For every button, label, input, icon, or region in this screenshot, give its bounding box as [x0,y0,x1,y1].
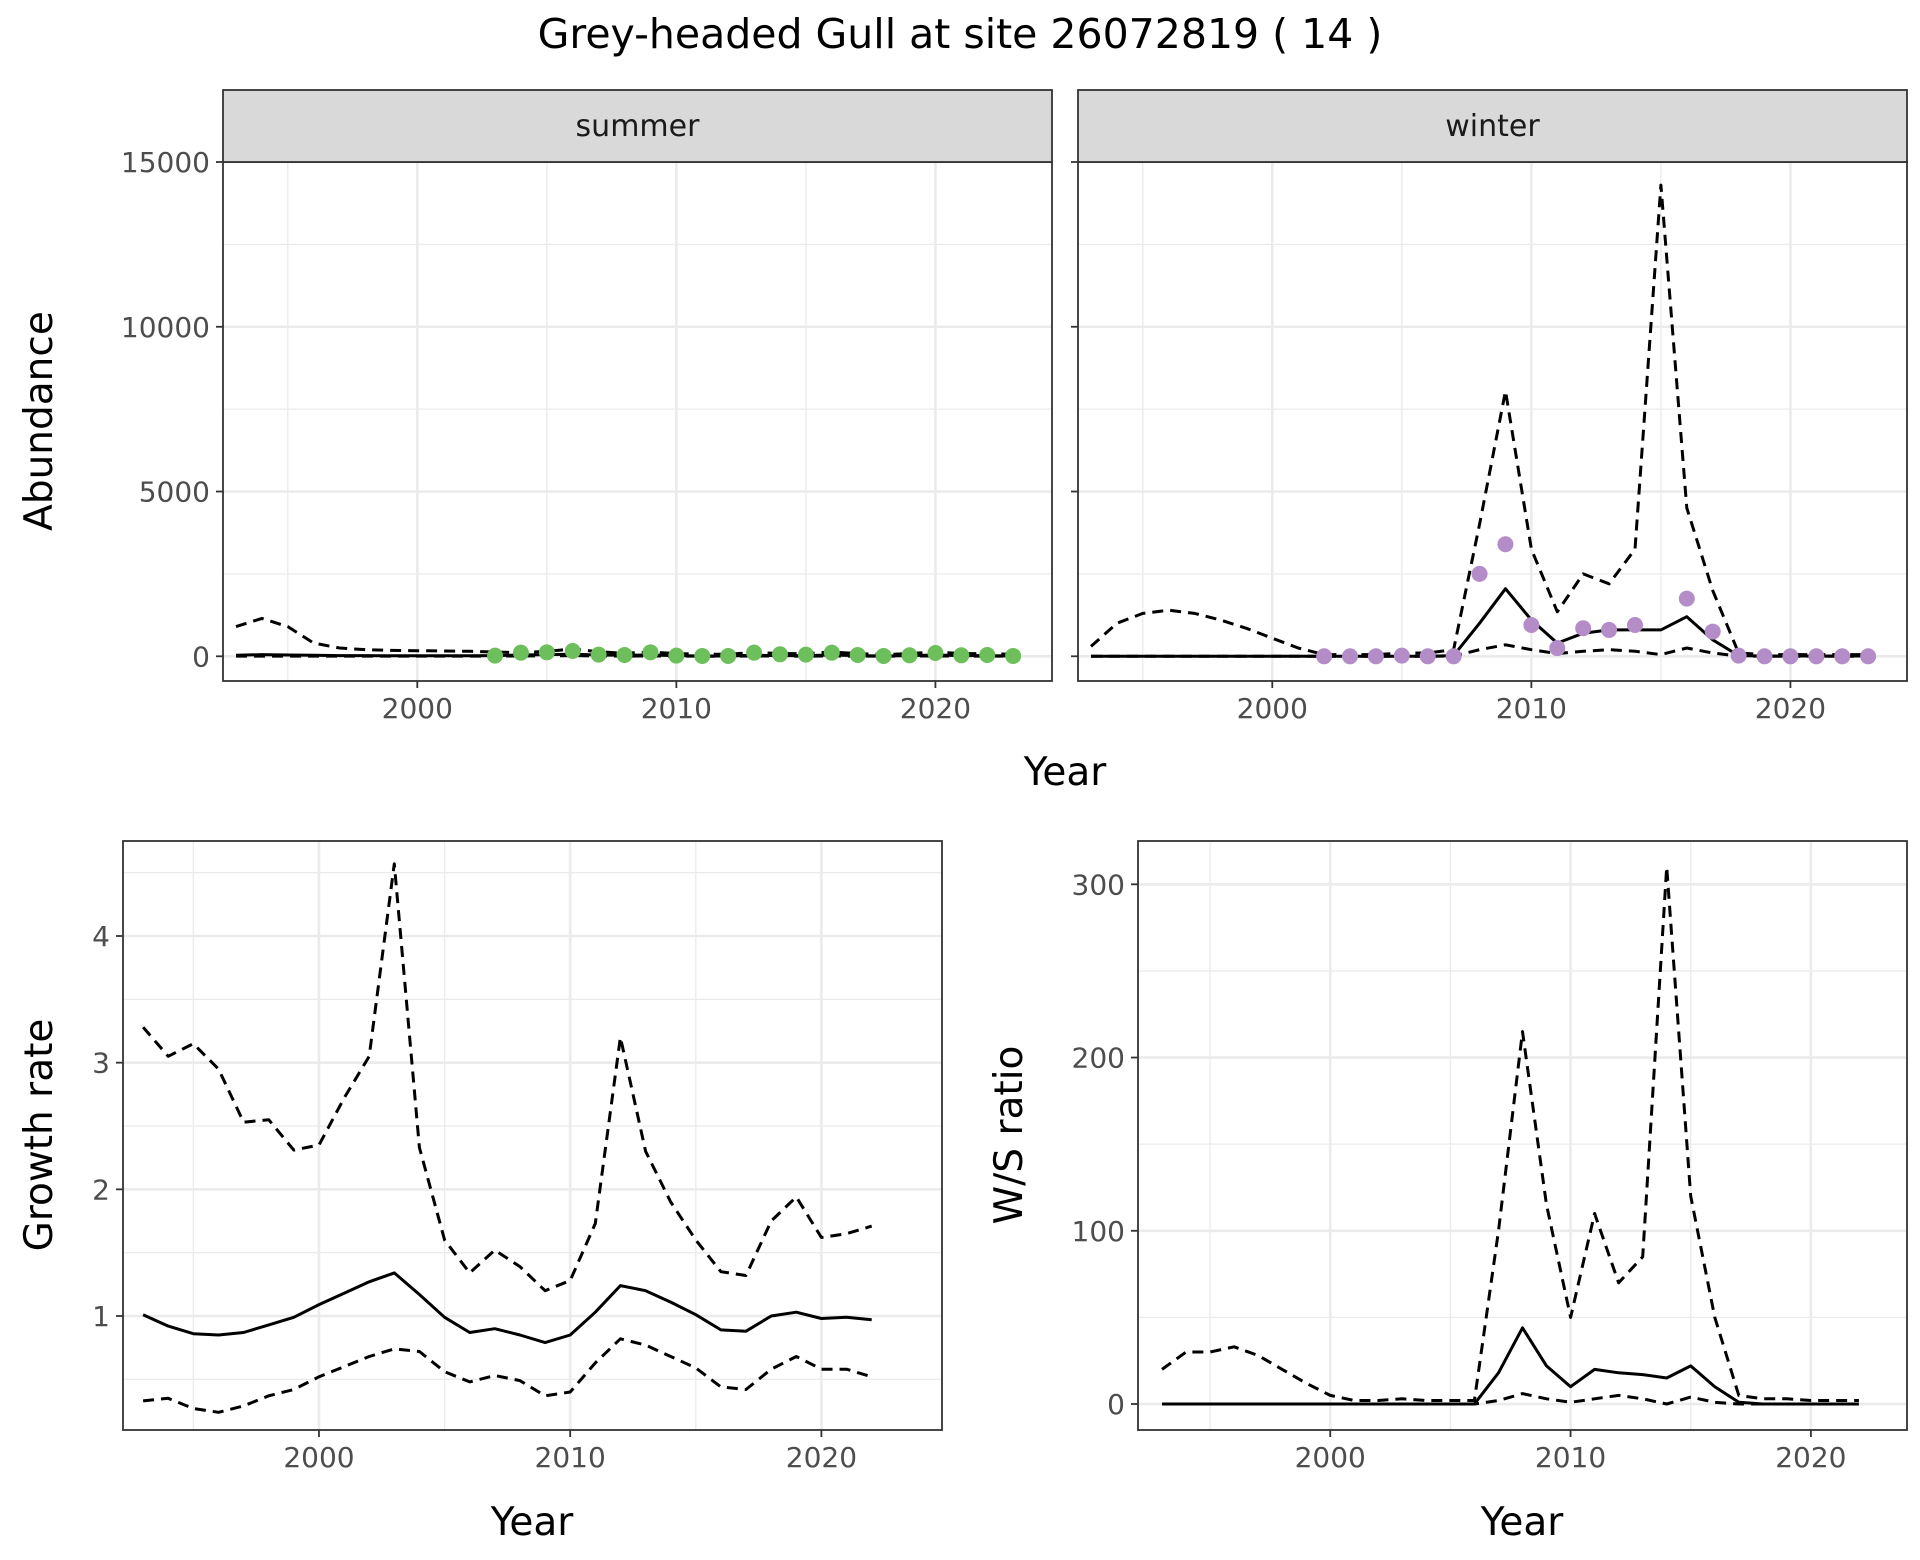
x-tick-label: 2020 [786,1441,857,1474]
y-tick-label: 0 [1107,1388,1125,1421]
x-tick-label: 2000 [283,1441,354,1474]
observation-point [1367,648,1384,665]
panel-border [1137,840,1908,1431]
y-tick-label: 200 [1072,1042,1125,1075]
x-tick-label: 2020 [900,692,971,725]
x-tick-label: 2010 [1496,692,1567,725]
x-tick-label: 2000 [1295,1441,1366,1474]
abundance-y-axis-title: Abundance [17,311,62,531]
x-tick-label: 2010 [1535,1441,1606,1474]
observation-point [746,644,763,661]
observation-point [512,644,529,661]
observation-point [1342,648,1359,665]
y-tick-label: 300 [1072,868,1125,901]
observation-point [538,644,555,661]
growth-rate-x-axis-title: Year [490,1500,575,1545]
facet-strip [1077,89,1908,163]
observation-point [1860,648,1877,665]
y-tick-label: 5000 [139,476,210,509]
observation-point [720,647,737,664]
observation-point [1782,648,1799,665]
observation-point [1523,616,1540,633]
estimate-line [1091,587,1869,658]
figure-title: Grey-headed Gull at site 26072819 ( 14 ) [538,10,1383,58]
observation-point [927,644,944,661]
observation-point [979,646,996,663]
observation-point [1601,621,1618,638]
upper-bound-line [141,862,873,1293]
facet-strip-label: winter [1445,109,1540,144]
upper-bound-line [1161,865,1859,1402]
observation-point [1316,648,1333,665]
observation-point [849,646,866,663]
panel-border [222,161,1053,682]
observation-point [1471,565,1488,582]
panel-border [1077,161,1908,682]
x-tick-label: 2000 [1237,692,1308,725]
abundance-panel-summer: 2000 2010 2020 0 5000 10000 15000 summer [121,89,1053,725]
estimate-line [1162,1326,1859,1406]
observation-point [1626,616,1643,633]
estimate-line [142,1271,872,1345]
y-tick-label: 1 [92,1300,110,1333]
observation-point [1704,623,1721,640]
observation-point [1549,640,1566,657]
y-tick-label: 10000 [121,311,210,344]
observation-point [1756,648,1773,665]
lower-bound-line [142,1337,873,1414]
observation-point [1005,647,1022,664]
x-tick-label: 2020 [1755,692,1826,725]
observation-point [668,647,685,664]
observation-point [1730,647,1747,664]
observation-point [953,647,970,664]
ws-ratio-x-axis-title: Year [1480,1500,1565,1545]
observation-point [590,646,607,663]
growth-rate-panel: 2000 2010 2020 1 2 3 4 [92,840,943,1474]
observation-point [875,647,892,664]
panel-border [122,840,943,1431]
observation-point [1678,590,1695,607]
observation-point [1834,648,1851,665]
observation-point [1808,648,1825,665]
facet-strip [222,89,1053,163]
x-tick-label: 2010 [535,1441,606,1474]
x-tick-label: 2020 [1775,1441,1846,1474]
abundance-panel-winter: 2000 2010 2020 winter [1071,89,1908,725]
upper-bound-line [1090,183,1869,657]
y-tick-label: 100 [1072,1215,1125,1248]
x-tick-label: 2010 [641,692,712,725]
y-tick-label: 2 [92,1173,110,1206]
observation-point [694,647,711,664]
y-tick-label: 15000 [121,146,210,179]
observation-point [823,644,840,661]
observation-point [797,646,814,663]
observation-point [487,647,504,664]
y-tick-label: 0 [192,640,210,673]
observation-point [1393,647,1410,664]
observation-point [1445,648,1462,665]
observation-point [901,647,918,664]
observation-point [564,643,581,660]
ws-ratio-panel: 2000 2010 2020 0 100 200 300 [1072,840,1908,1474]
observation-point [616,646,633,663]
y-tick-label: 3 [92,1047,110,1080]
observation-point [1575,620,1592,637]
x-tick-label: 2000 [382,692,453,725]
facet-strip-label: summer [576,109,701,144]
ws-ratio-y-axis-title: W/S ratio [987,1046,1032,1225]
y-tick-label: 4 [92,920,110,953]
abundance-x-axis-title: Year [1023,750,1108,795]
observation-point [1497,536,1514,553]
observation-point [771,646,788,663]
observation-point [1419,648,1436,665]
growth-rate-y-axis-title: Growth rate [17,1019,62,1252]
observation-point [642,644,659,661]
